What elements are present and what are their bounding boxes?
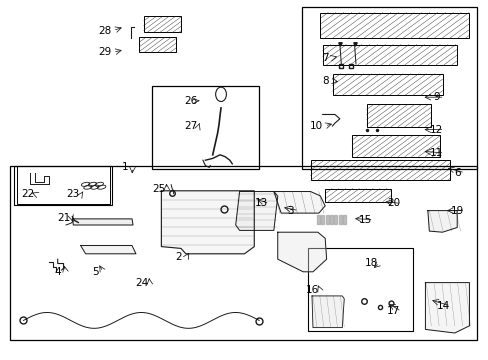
Bar <box>302 7 476 169</box>
Bar <box>143 16 181 32</box>
Polygon shape <box>334 215 337 224</box>
Bar <box>310 160 449 180</box>
Text: 9: 9 <box>432 92 439 102</box>
Bar <box>151 86 259 169</box>
Text: 2: 2 <box>175 252 182 262</box>
Polygon shape <box>311 296 344 328</box>
Text: 4: 4 <box>54 267 61 277</box>
Polygon shape <box>72 219 133 225</box>
Text: 23: 23 <box>66 189 80 199</box>
Polygon shape <box>425 283 468 333</box>
Bar <box>139 37 176 52</box>
Polygon shape <box>161 191 254 254</box>
Text: 21: 21 <box>57 213 70 223</box>
Text: 5: 5 <box>92 267 99 277</box>
Text: 15: 15 <box>358 215 372 225</box>
Bar <box>366 104 430 127</box>
Polygon shape <box>343 215 346 224</box>
Text: 13: 13 <box>254 198 268 208</box>
Text: 18: 18 <box>364 258 378 268</box>
Polygon shape <box>325 215 328 224</box>
Text: 10: 10 <box>310 121 323 131</box>
Text: 6: 6 <box>453 168 460 178</box>
Text: 25: 25 <box>152 184 165 194</box>
Text: 24: 24 <box>135 278 148 288</box>
Text: 3: 3 <box>287 206 294 216</box>
Text: 17: 17 <box>386 306 400 316</box>
Text: 14: 14 <box>435 301 449 311</box>
Text: 27: 27 <box>183 121 197 131</box>
Bar <box>10 166 476 340</box>
Text: 1: 1 <box>121 162 128 172</box>
Bar <box>17 166 110 204</box>
Text: 7: 7 <box>321 53 328 63</box>
Text: 8: 8 <box>321 76 328 86</box>
Polygon shape <box>277 232 326 272</box>
Bar <box>332 74 442 95</box>
Polygon shape <box>316 215 319 224</box>
Polygon shape <box>321 215 324 224</box>
Text: 11: 11 <box>429 148 443 158</box>
Bar <box>307 248 412 331</box>
Text: 12: 12 <box>429 125 443 135</box>
Text: 29: 29 <box>98 47 112 57</box>
Text: 20: 20 <box>386 198 399 208</box>
Polygon shape <box>235 192 277 230</box>
Polygon shape <box>329 215 332 224</box>
Bar <box>14 166 112 205</box>
Bar <box>351 135 439 157</box>
Text: 19: 19 <box>449 206 463 216</box>
Text: 22: 22 <box>21 189 35 199</box>
Polygon shape <box>427 211 456 232</box>
Text: 26: 26 <box>183 96 197 106</box>
Polygon shape <box>273 192 325 213</box>
Text: 28: 28 <box>98 26 112 36</box>
Bar <box>322 45 456 65</box>
Text: 16: 16 <box>305 285 318 295</box>
Polygon shape <box>81 246 136 254</box>
Polygon shape <box>338 215 341 224</box>
Bar <box>320 13 468 38</box>
Bar <box>325 189 390 202</box>
